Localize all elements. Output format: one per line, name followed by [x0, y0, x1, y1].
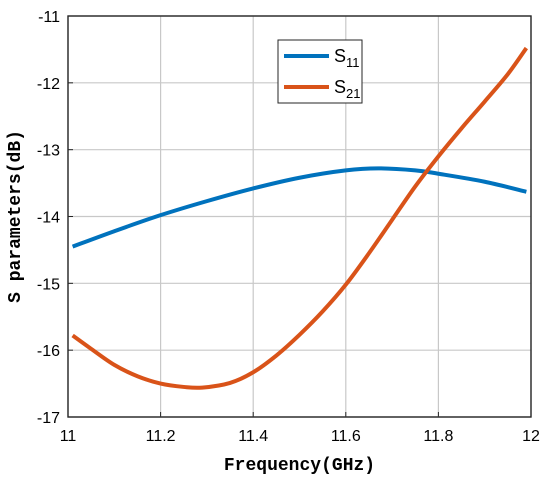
- y-tick-label: -13: [37, 143, 60, 160]
- y-tick-label: -12: [37, 76, 60, 93]
- x-tick-labels: 11 11.2 11.4 11.6 11.8 12: [60, 428, 540, 445]
- series-layer: [71, 46, 528, 390]
- legend-label-s21: S21: [334, 77, 360, 101]
- x-tick-label: 12: [522, 428, 540, 445]
- y-axis-label: S parameters(dB): [6, 130, 26, 303]
- y-tick-label: -16: [37, 343, 60, 360]
- x-tick-label: 11.8: [423, 428, 453, 445]
- series-line-s11: [71, 166, 527, 249]
- y-tick-label: -11: [38, 9, 60, 26]
- legend-label-s11: S11: [334, 46, 360, 70]
- series-line-s21: [71, 46, 528, 390]
- x-axis-label: Frequency(GHz): [224, 456, 375, 476]
- x-tick-label: 11.4: [238, 428, 268, 445]
- y-tick-label: -17: [37, 410, 60, 427]
- y-tick-label: -14: [37, 210, 60, 227]
- y-tick-labels: -11 -12 -13 -14 -15 -16 -17: [37, 9, 60, 427]
- legend: S11 S21: [277, 39, 363, 104]
- x-tick-label: 11: [60, 428, 77, 445]
- x-tick-label: 11.6: [331, 428, 361, 445]
- legend-box: [277, 39, 363, 104]
- y-tick-label: -15: [37, 276, 60, 293]
- axes-box: [67, 15, 532, 418]
- x-tick-label: 11.2: [146, 428, 176, 445]
